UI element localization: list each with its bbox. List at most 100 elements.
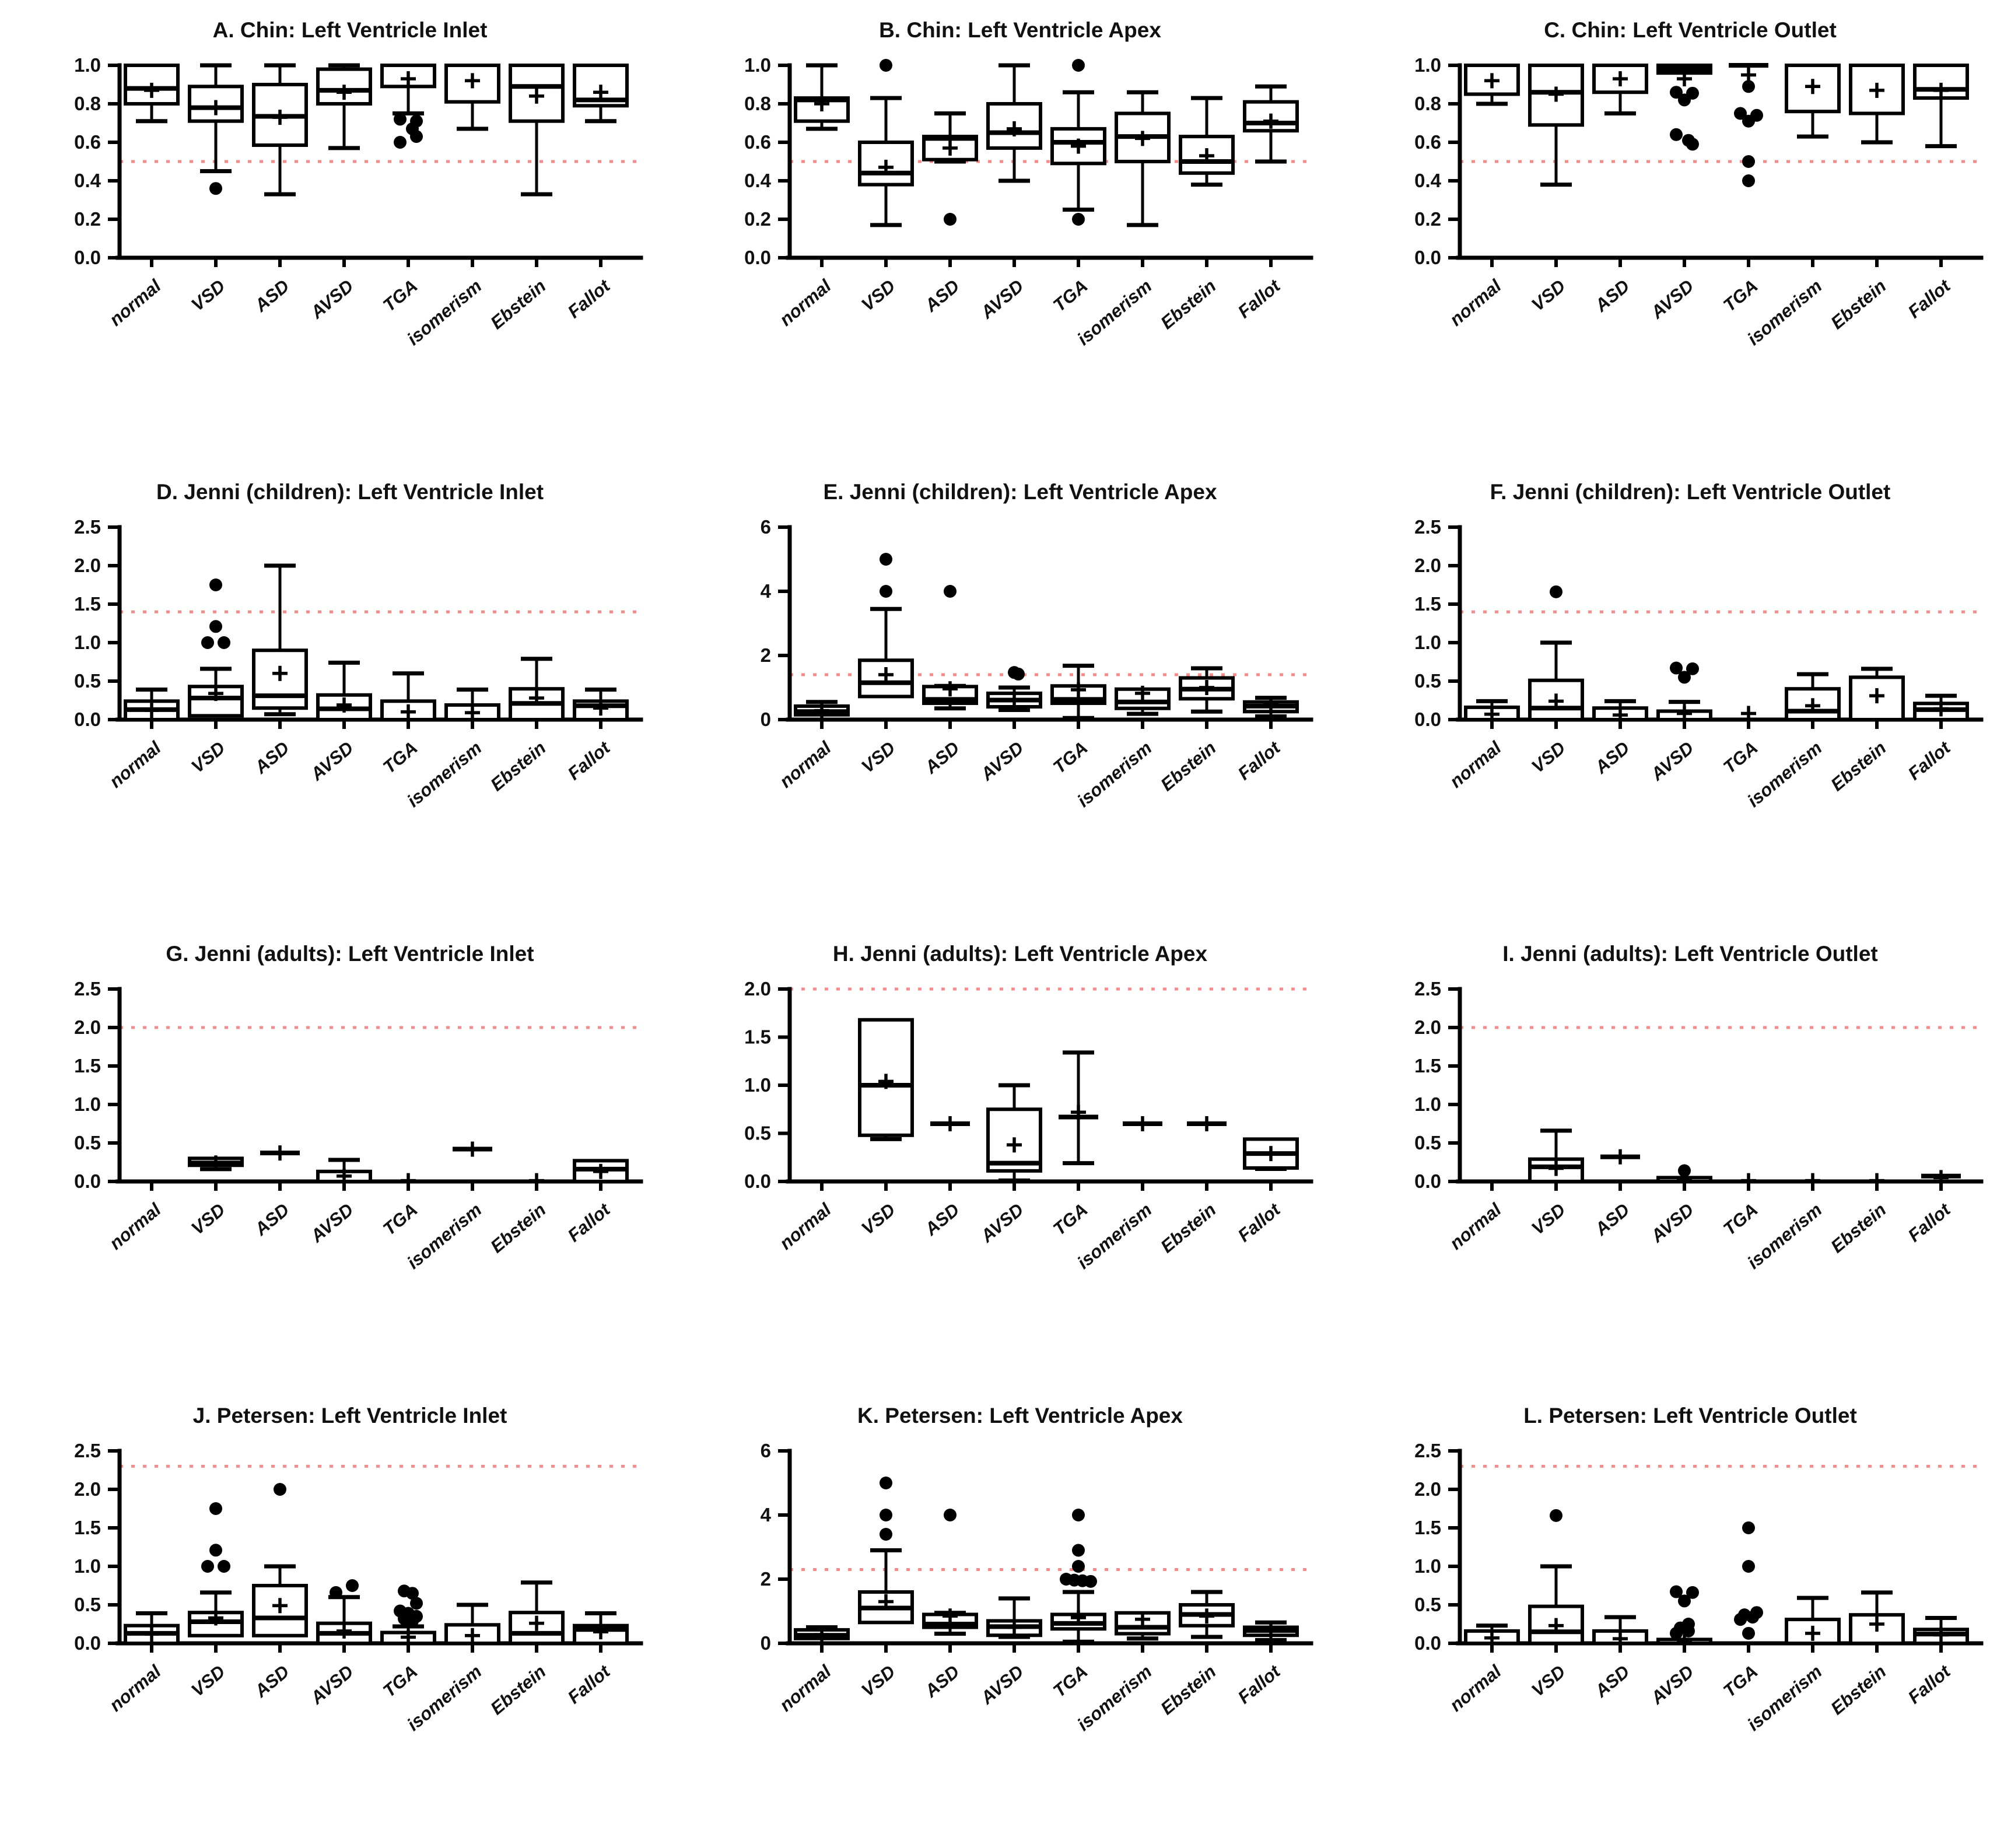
box-group-TGA [1050,59,1106,226]
x-category-label: Fallot [1904,275,1955,322]
box-group-Ebstein [1179,96,1235,187]
outlier-dot [1678,93,1691,107]
outlier-dot [880,585,892,598]
box-group-isomerism [1785,672,1841,722]
box-group-isomerism [1123,1116,1162,1131]
box-group-Fallot [1243,84,1299,164]
outlier-dot [1670,128,1683,141]
x-category-label: TGA [1719,276,1762,316]
box-group-Ebstein [1849,64,1905,145]
box-group-AVSD [986,63,1042,183]
y-tick-label: 2.0 [1414,1478,1441,1500]
box-group-VSD [188,1155,244,1172]
outlier-dot [1742,1626,1755,1640]
box-group-normal [1464,699,1520,722]
outlier-dot [1084,1575,1097,1588]
outlier-dot [209,1544,222,1557]
box-group-Ebstein [1187,1116,1227,1131]
y-tick-label: 1.5 [744,1026,771,1048]
outlier-dot [394,136,407,149]
x-category-label: normal [106,1661,166,1716]
y-tick-label: 0.0 [744,247,771,268]
outlier-dot [406,1587,419,1600]
outlier-dot [1012,667,1025,681]
y-tick-label: 2.0 [74,555,101,576]
x-category-label: normal [776,275,836,330]
y-tick-label: 1.5 [1414,1517,1441,1538]
y-tick-label: 2.0 [1414,1016,1441,1038]
y-tick-label: 1.0 [744,1074,771,1096]
y-tick-label: 0.6 [1414,131,1441,153]
y-tick-label: 1.5 [1414,593,1441,615]
x-category-label: AVSD [1646,276,1697,323]
boxplot-chart-I: I. Jenni (adults): Left Ventricle Outlet… [1414,942,1984,1273]
box-group-Ebstein [509,657,565,722]
boxplot-chart-C: C. Chin: Left Ventricle Outlet 0.0 0.2 0.4 0… [1414,18,1984,349]
x-category-label: TGA [379,276,422,316]
outlier-dot [274,1483,286,1496]
outlier-dot [1072,1509,1085,1521]
x-category-label: Ebstein [1157,1661,1220,1719]
y-tick-label: 2.5 [74,516,101,538]
x-category-label: ASD [920,1200,963,1240]
panel-C: C. Chin: Left Ventricle Outlet 0.0 0.2 0.4 0… [1340,0,2010,462]
box-group-VSD [188,63,244,195]
outlier-dot [209,620,222,633]
box-group-Fallot [1243,1137,1299,1172]
box-group-Ebstein [509,1580,565,1646]
panel-E: E. Jenni (children): Left Ventricle Apex… [670,462,1340,924]
box-group-VSD [1528,64,1584,187]
outlier-dot [1678,671,1691,684]
panel-H: H. Jenni (adults): Left Ventricle Apex 0.… [670,924,1340,1386]
x-category-label: Ebstein [486,1200,549,1257]
x-category-label: TGA [379,738,422,778]
box-group-TGA [1734,1521,1763,1640]
outlier-dot [880,553,892,566]
x-category-label: TGA [379,1200,422,1240]
outlier-dot [1742,155,1755,168]
box-group-normal [124,64,180,124]
outlier-dot [201,1560,214,1573]
x-category-label: ASD [1590,1661,1633,1702]
box-group-Fallot [573,1611,629,1646]
y-tick-label: 0.5 [74,670,101,692]
outlier-dot [1670,661,1683,675]
x-category-label: normal [1446,1661,1506,1716]
box-group-AVSD [1656,1164,1712,1186]
y-tick-label: 0.6 [74,131,101,153]
box-rect [858,658,914,699]
y-tick-label: 0.0 [74,1170,101,1192]
x-category-label: Fallot [1904,737,1955,784]
box-group-isomerism [1785,1595,1841,1645]
x-category-label: VSD [857,738,899,777]
x-category-label: Fallot [1234,1660,1285,1707]
x-category-label: VSD [1527,1661,1569,1701]
boxplot-chart-F: F. Jenni (children): Left Ventricle Outl… [1414,480,1984,811]
box-group-AVSD [986,666,1042,712]
outlier-dot [1686,138,1699,151]
y-tick-label: 0.0 [1414,1632,1441,1654]
x-category-label: ASD [1590,738,1633,779]
y-tick-label: 0.2 [744,208,771,230]
box-group-normal [124,688,180,722]
y-tick-label: 0.5 [1414,670,1441,692]
box-group-isomerism [1115,90,1171,227]
boxplot-chart-J: J. Petersen: Left Ventricle Inlet 0.0 0.5 1… [74,1404,643,1735]
outlier-dot [1742,1521,1755,1534]
box-rect [1528,678,1584,721]
box-group-Ebstein [1179,666,1235,714]
box-group-isomerism [1115,1611,1171,1641]
x-category-label: AVSD [976,1200,1027,1247]
boxplot-chart-B: B. Chin: Left Ventricle Apex 0.0 0.2 0.4 0.6… [744,18,1313,349]
box-group-AVSD [316,1579,372,1645]
box-group-isomerism [453,1141,492,1157]
y-tick-label: 1.5 [74,1517,101,1538]
outlier-dot [1686,662,1699,675]
outlier-dot [880,1509,892,1521]
x-category-label: TGA [1049,1200,1092,1240]
box-group-normal [794,63,850,131]
outlier-dot [880,1528,892,1541]
x-category-label: Fallot [564,1198,615,1246]
box-group-AVSD [986,1596,1042,1639]
outlier-dot [209,182,222,195]
